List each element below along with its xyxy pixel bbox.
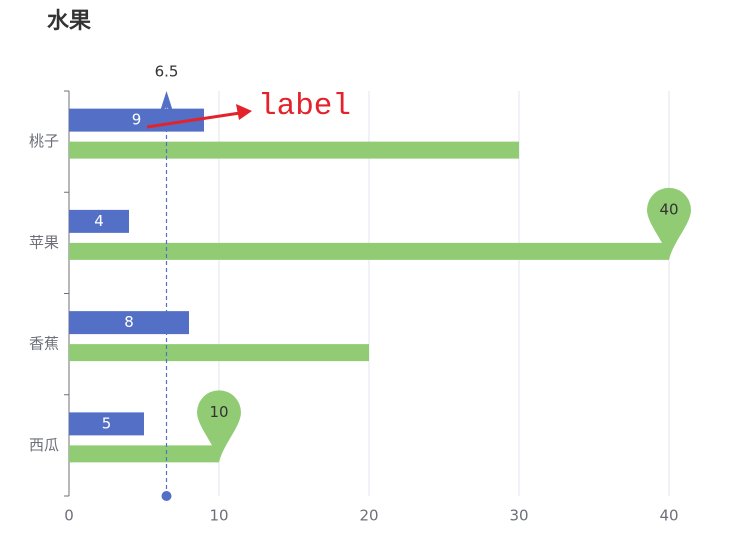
- mark-line-arrow: [159, 91, 174, 113]
- bar-label: 8: [124, 313, 134, 331]
- mark-point: [647, 187, 691, 260]
- mark-line-start: [161, 491, 172, 501]
- annotation-arrow-head: [236, 104, 252, 120]
- x-tick-label: 0: [64, 507, 74, 525]
- bar-label: 5: [102, 414, 112, 432]
- bar: [69, 108, 204, 132]
- x-tick-label: 20: [359, 507, 378, 525]
- bar: [69, 209, 129, 233]
- x-tick-label: 10: [209, 507, 228, 525]
- y-tick-label: 香蕉: [29, 335, 59, 353]
- y-tick-label: 西瓜: [29, 436, 59, 454]
- x-tick-label: 30: [509, 507, 528, 525]
- annotation: label: [258, 89, 351, 124]
- bar: [69, 344, 369, 362]
- bar: [69, 445, 219, 463]
- mark-point: [197, 390, 242, 463]
- mark-point-label: 10: [209, 403, 228, 421]
- chart-title: 水果: [47, 9, 91, 34]
- bar-label: 4: [94, 212, 104, 230]
- bar-label: 9: [132, 111, 142, 129]
- bar: [69, 141, 519, 159]
- y-tick-label: 苹果: [29, 233, 59, 251]
- annotation-arrow-line: [146, 111, 241, 129]
- mark-point-label: 40: [659, 200, 678, 218]
- mark-line-label: 6.5: [155, 63, 179, 81]
- x-tick-label: 40: [659, 507, 678, 525]
- bar: [69, 412, 144, 436]
- y-tick-label: 桃子: [29, 132, 59, 150]
- bar: [69, 242, 669, 260]
- bar: [69, 311, 189, 335]
